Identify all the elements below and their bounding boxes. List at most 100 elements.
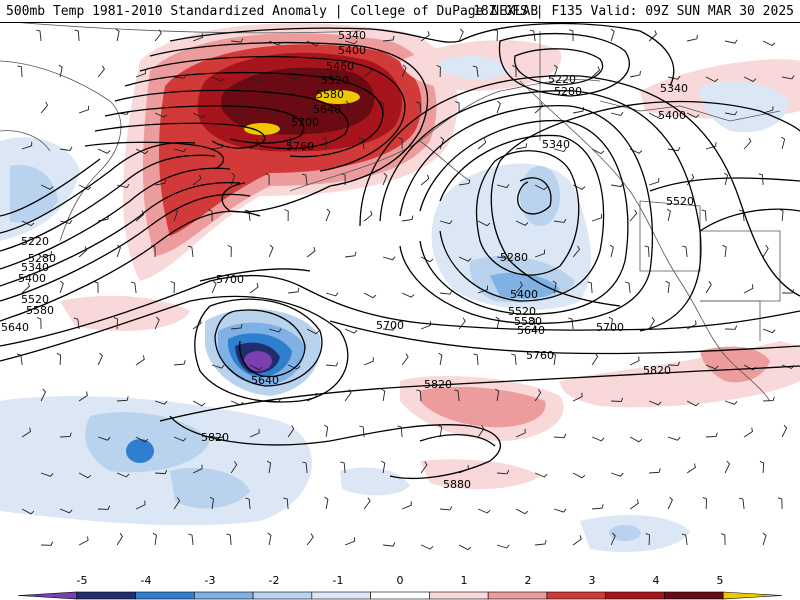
wind-barb [420, 544, 434, 550]
wind-barb [706, 432, 718, 438]
wind-barb [116, 244, 121, 258]
wind-barb [495, 316, 500, 330]
wind-barb [725, 325, 738, 330]
wind-barb [59, 280, 64, 294]
wind-barb [497, 254, 510, 259]
wind-barb [306, 102, 316, 114]
wind-barb [516, 143, 528, 150]
wind-barb [249, 364, 263, 371]
wind-barb [681, 533, 688, 546]
wind-barb [551, 352, 556, 366]
wind-barb [267, 532, 272, 546]
contour-label: 5640 [251, 374, 279, 387]
wind-barb [359, 425, 365, 438]
wind-barb [591, 213, 603, 222]
wind-barb [667, 75, 681, 80]
wind-barb [782, 75, 795, 80]
wind-barbs [16, 28, 795, 551]
contour-label: 5400 [338, 44, 366, 57]
wind-barb [591, 148, 605, 155]
wind-barb [383, 326, 396, 331]
wind-barb [287, 425, 295, 438]
wind-barb [686, 400, 700, 407]
wind-barb [58, 64, 63, 78]
wind-barb [135, 500, 146, 510]
wind-barb [40, 388, 47, 402]
wind-barb [21, 141, 33, 150]
colorbar-bin [722, 591, 783, 600]
colorbar-tick-label: 1 [461, 574, 468, 587]
wind-barb [666, 208, 671, 222]
wind-barb [455, 101, 460, 114]
wind-barb [325, 292, 339, 297]
wind-barb [591, 353, 599, 366]
wind-barb [758, 173, 764, 186]
wind-barb [154, 29, 162, 42]
colorbar-bin [487, 591, 548, 600]
colorbar-bin [252, 591, 313, 600]
wind-barb [231, 38, 244, 43]
wind-barb [568, 29, 574, 42]
wind-barb [97, 148, 111, 154]
wind-barb [21, 427, 32, 438]
contour-label: 5400 [510, 288, 538, 301]
wind-barb [668, 361, 681, 366]
wind-barb [21, 220, 35, 227]
contour-label: 5520 [21, 293, 49, 306]
wind-barb [515, 508, 529, 515]
colorbar-tick-label: 3 [589, 574, 596, 587]
wind-barb [611, 182, 624, 188]
wind-barb [36, 29, 42, 42]
wind-barb [344, 537, 355, 546]
wind-barb [40, 184, 54, 190]
wind-barb [702, 496, 708, 510]
wind-barb [227, 245, 232, 258]
contour-label: 5580 [26, 304, 54, 317]
wind-barb [249, 428, 260, 438]
colorbar: -5 -4 -3 -2 -1 0 1 2 3 4 5 [0, 574, 800, 600]
wind-barb [192, 33, 203, 42]
wind-barb [74, 29, 80, 42]
contour-label: 5700 [291, 116, 319, 129]
wind-barb [401, 501, 412, 510]
wind-barb [440, 290, 453, 295]
wind-barb [211, 76, 225, 82]
wind-barb [530, 317, 536, 330]
wind-barb [420, 31, 430, 42]
wind-barb [187, 245, 194, 258]
anomaly-map: 5340 5400 5460 5520 5580 5640 5700 5760 … [0, 22, 800, 575]
contour-label: 5340 [338, 29, 366, 42]
wind-barb [648, 317, 655, 330]
wind-barb [325, 208, 331, 222]
wind-barb [344, 328, 358, 334]
wind-barb [534, 472, 548, 478]
wind-barb [667, 496, 673, 510]
wind-barb [117, 396, 129, 402]
wind-barb [245, 497, 251, 510]
wind-barb [587, 281, 593, 294]
colorbar-bin [135, 591, 195, 600]
wind-barb [648, 30, 657, 42]
wind-barb [59, 219, 73, 225]
wind-barb [724, 400, 738, 405]
wind-barb [363, 357, 374, 366]
wind-barb [306, 246, 316, 258]
colorbar-tick-label: 2 [525, 574, 532, 587]
contour-label: 5280 [554, 85, 582, 98]
wind-barb [269, 107, 281, 114]
contour-label: 5640 [1, 321, 29, 334]
wind-barb [173, 436, 187, 442]
wind-barb [326, 71, 338, 78]
wind-barb [705, 76, 719, 83]
colorbar-bin [605, 591, 665, 600]
wind-barb [135, 148, 149, 155]
wind-barb [266, 460, 272, 474]
wind-barb [249, 282, 259, 294]
wind-barb [496, 184, 510, 189]
wind-barb [534, 249, 546, 258]
wind-barb [78, 391, 88, 402]
wind-barb [610, 111, 624, 116]
wind-barb [420, 321, 431, 330]
colorbar-bin [370, 591, 430, 600]
wind-barb [40, 101, 49, 114]
